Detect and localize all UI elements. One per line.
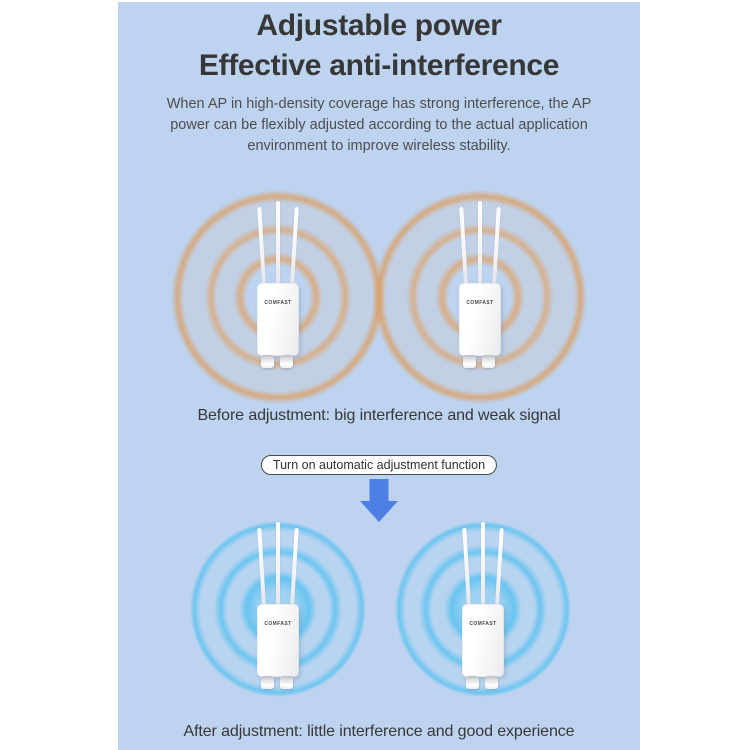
antenna-right — [495, 528, 504, 607]
connector — [466, 676, 479, 689]
access-point-device: COMFAST — [457, 197, 503, 369]
antenna-left — [462, 528, 471, 607]
description-line: When AP in high-density coverage has str… — [166, 96, 592, 112]
before-caption: Before adjustment: big interference and … — [197, 407, 561, 424]
device-body: COMFAST — [462, 604, 504, 677]
access-point-device: COMFAST — [460, 518, 506, 690]
antenna-right — [290, 528, 299, 607]
device-body: COMFAST — [257, 283, 299, 356]
antenna-left — [459, 207, 468, 286]
description-line: environment to improve wireless stabilit… — [247, 138, 511, 154]
connector — [482, 355, 495, 368]
brand-logo: COMFAST — [264, 621, 292, 627]
infographic-panel: Adjustable power Effective anti-interfer… — [118, 2, 640, 750]
access-point-device: COMFAST — [255, 197, 301, 369]
antenna-left — [257, 528, 266, 607]
title-line-1: Adjustable power — [256, 9, 502, 42]
connector — [485, 676, 498, 689]
connector — [261, 355, 274, 368]
antenna-right — [492, 207, 501, 286]
brand-logo: COMFAST — [466, 300, 494, 306]
antenna-middle — [481, 522, 485, 606]
antenna-middle — [276, 522, 280, 606]
description-line: power can be flexibly adjusted according… — [170, 117, 588, 133]
after-caption: After adjustment: little interference an… — [183, 723, 575, 740]
device-body: COMFAST — [257, 604, 299, 677]
antenna-middle — [276, 201, 280, 285]
device-body: COMFAST — [459, 283, 501, 356]
connector — [280, 676, 293, 689]
arrow-shaft — [369, 479, 389, 501]
antenna-right — [290, 207, 299, 286]
antenna-left — [257, 207, 266, 286]
auto-adjustment-pill: Turn on automatic adjustment function — [260, 455, 498, 475]
brand-logo: COMFAST — [264, 300, 292, 306]
title-line-2: Effective anti-interference — [198, 49, 560, 82]
access-point-device: COMFAST — [255, 518, 301, 690]
connector — [280, 355, 293, 368]
brand-logo: COMFAST — [469, 621, 497, 627]
arrow-head — [360, 501, 398, 522]
antenna-middle — [478, 201, 482, 285]
connector — [463, 355, 476, 368]
description-text: When AP in high-density coverage has str… — [118, 94, 640, 157]
page-title: Adjustable power Effective anti-interfer… — [118, 6, 640, 86]
arrow-down-icon — [360, 479, 398, 522]
connector — [261, 676, 274, 689]
